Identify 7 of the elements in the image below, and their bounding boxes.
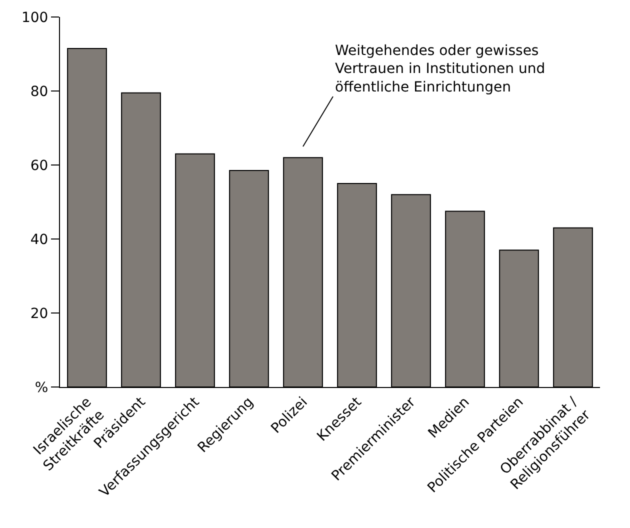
y-tick-label: % bbox=[34, 380, 48, 396]
annotation: Weitgehendes oder gewisses Vertrauen in Institutionen und öffentliche Einrichtungen bbox=[335, 43, 546, 96]
y-tick-label: 80 bbox=[30, 84, 48, 100]
y-tick-label: 60 bbox=[30, 158, 48, 174]
y-tick-label: 20 bbox=[30, 306, 48, 322]
y-tick-label: 100 bbox=[21, 10, 48, 26]
y-tick-label: 40 bbox=[30, 232, 48, 248]
